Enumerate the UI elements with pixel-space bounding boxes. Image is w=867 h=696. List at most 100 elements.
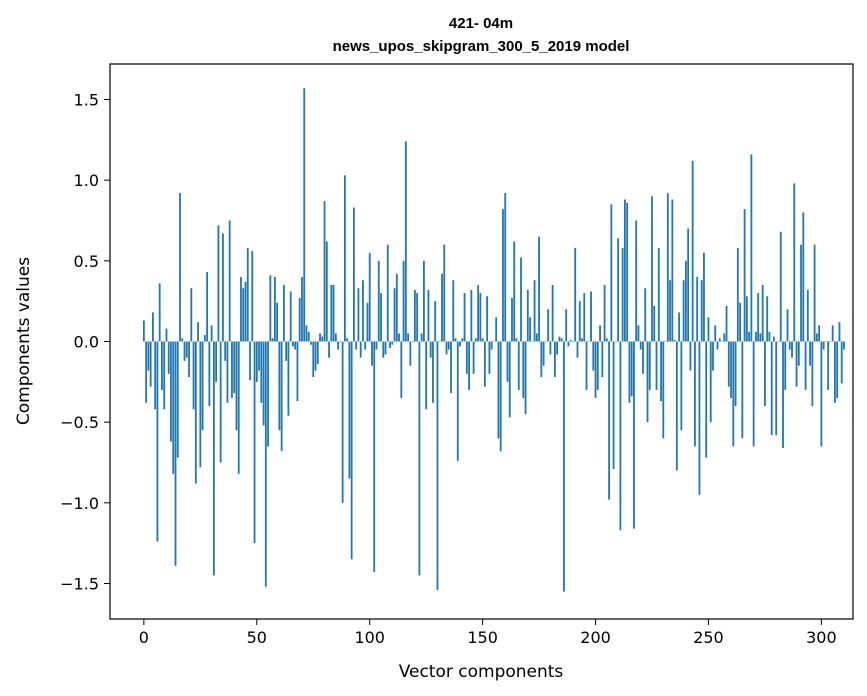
bar-88 bbox=[341, 341, 344, 503]
bar-256 bbox=[721, 341, 723, 342]
bar-141 bbox=[461, 338, 464, 342]
bar-2 bbox=[147, 341, 150, 371]
bar-272 bbox=[757, 293, 760, 342]
bar-196 bbox=[585, 341, 588, 390]
bar-180 bbox=[549, 341, 552, 355]
x-tick-label: 150 bbox=[467, 628, 498, 647]
bar-211 bbox=[619, 341, 622, 531]
bar-148 bbox=[477, 285, 480, 342]
bar-201 bbox=[596, 341, 599, 390]
x-tick-label: 250 bbox=[693, 628, 724, 647]
bar-62 bbox=[282, 285, 285, 342]
bar-183 bbox=[556, 341, 559, 355]
bar-170 bbox=[526, 289, 529, 342]
bar-305 bbox=[831, 325, 834, 342]
bar-119 bbox=[411, 341, 414, 342]
bar-9 bbox=[163, 341, 166, 410]
bar-0 bbox=[142, 320, 145, 342]
bar-167 bbox=[520, 257, 522, 342]
bar-281 bbox=[777, 341, 780, 342]
bar-195 bbox=[583, 293, 586, 342]
bar-44 bbox=[242, 288, 245, 342]
bar-140 bbox=[459, 341, 461, 347]
bar-194 bbox=[581, 338, 583, 342]
bar-99 bbox=[366, 302, 369, 342]
bar-114 bbox=[400, 341, 403, 398]
bar-218 bbox=[635, 220, 638, 342]
y-tick-label: −1.5 bbox=[60, 575, 99, 594]
bar-107 bbox=[384, 341, 387, 355]
bar-271 bbox=[754, 331, 757, 342]
bar-51 bbox=[258, 341, 260, 371]
bar-105 bbox=[380, 293, 382, 342]
bar-138 bbox=[454, 338, 457, 342]
bar-253 bbox=[714, 325, 717, 342]
bar-301 bbox=[822, 341, 825, 350]
bar-153 bbox=[488, 341, 491, 374]
bar-160 bbox=[504, 193, 507, 342]
bar-1 bbox=[145, 341, 148, 403]
bar-68 bbox=[296, 341, 299, 402]
bar-295 bbox=[809, 341, 811, 366]
bar-263 bbox=[736, 247, 739, 342]
bar-22 bbox=[192, 341, 195, 410]
bar-101 bbox=[371, 341, 373, 366]
bar-274 bbox=[761, 285, 764, 342]
bar-102 bbox=[373, 341, 376, 573]
bar-203 bbox=[601, 341, 604, 377]
bar-283 bbox=[782, 341, 784, 448]
bar-132 bbox=[441, 273, 443, 342]
bar-178 bbox=[544, 341, 547, 342]
bar-216 bbox=[630, 341, 633, 397]
bar-197 bbox=[587, 341, 590, 342]
bar-280 bbox=[775, 341, 778, 436]
bar-58 bbox=[273, 276, 276, 342]
bar-92 bbox=[350, 341, 353, 560]
bar-23 bbox=[194, 341, 197, 484]
bar-215 bbox=[628, 341, 631, 403]
bar-251 bbox=[709, 341, 712, 423]
bar-143 bbox=[465, 341, 468, 374]
bar-188 bbox=[567, 341, 570, 347]
bar-24 bbox=[197, 322, 199, 342]
bar-228 bbox=[657, 247, 660, 342]
bar-67 bbox=[294, 341, 297, 350]
bar-34 bbox=[219, 341, 222, 463]
bar-241 bbox=[687, 228, 690, 342]
bar-33 bbox=[217, 225, 220, 342]
y-tick-label: −0.5 bbox=[60, 413, 99, 432]
bar-150 bbox=[481, 338, 484, 342]
bar-47 bbox=[249, 341, 251, 381]
bar-236 bbox=[675, 341, 678, 471]
bar-142 bbox=[463, 293, 466, 342]
x-tick-label: 200 bbox=[580, 628, 611, 647]
bar-124 bbox=[423, 260, 425, 342]
bar-6 bbox=[156, 341, 159, 542]
bar-16 bbox=[179, 193, 181, 342]
bar-96 bbox=[359, 341, 362, 358]
bar-112 bbox=[395, 273, 398, 342]
bar-97 bbox=[362, 280, 364, 342]
bar-56 bbox=[269, 275, 272, 342]
bar-65 bbox=[289, 291, 292, 342]
y-axis-label: Components values bbox=[14, 257, 34, 425]
bar-285 bbox=[786, 309, 789, 342]
bar-7 bbox=[158, 283, 161, 342]
bar-26 bbox=[201, 341, 204, 431]
bar-84 bbox=[332, 285, 335, 342]
bar-259 bbox=[727, 341, 730, 387]
bar-265 bbox=[741, 341, 744, 439]
bar-108 bbox=[386, 244, 389, 342]
bar-157 bbox=[497, 341, 500, 439]
bar-287 bbox=[791, 341, 793, 358]
bar-297 bbox=[813, 244, 816, 342]
bar-237 bbox=[678, 312, 681, 342]
bar-217 bbox=[633, 341, 635, 529]
bar-10 bbox=[165, 328, 168, 342]
bar-268 bbox=[748, 331, 751, 342]
bar-273 bbox=[759, 333, 762, 342]
bar-206 bbox=[608, 341, 610, 500]
bar-258 bbox=[725, 306, 728, 342]
bar-244 bbox=[694, 341, 696, 447]
bar-145 bbox=[470, 289, 473, 342]
